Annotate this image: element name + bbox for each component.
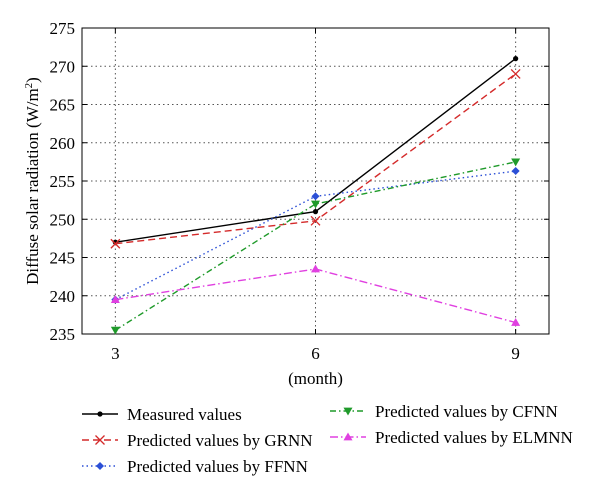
legend-marker — [95, 435, 105, 445]
y-tick-label: 260 — [50, 134, 76, 153]
series-layer — [110, 56, 521, 335]
series-3 — [110, 158, 521, 335]
series-point — [511, 158, 521, 167]
series-point — [110, 295, 120, 303]
y-axis-label: Diffuse solar radiation (W/m2) — [23, 77, 42, 285]
legend: Measured values Predicted values by GRNN P… — [82, 402, 573, 476]
legend-item: Predicted values by FFNN — [82, 457, 308, 476]
y-tick-label: 255 — [50, 172, 76, 191]
legend-marker — [343, 407, 353, 416]
legend-label: Measured values — [127, 405, 242, 424]
series-point — [311, 200, 320, 209]
legend-marker — [97, 411, 103, 417]
series-point — [511, 318, 521, 326]
axis-ticks: 235 240 245 250 255 260 265 270 275 3 6 9 — [50, 19, 549, 363]
y-tick-label: 235 — [50, 325, 76, 344]
legend-marker — [96, 462, 104, 470]
y-tick-label: 265 — [50, 96, 76, 115]
y-tick-label: 270 — [50, 57, 76, 76]
legend-item: Predicted values by ELMNN — [330, 428, 573, 447]
y-axis-label-superscript: 2 — [23, 83, 35, 89]
series-point — [513, 56, 519, 62]
x-tick-label: 6 — [311, 344, 320, 363]
grid-lines — [82, 28, 549, 334]
series-point — [510, 68, 521, 79]
legend-marker — [343, 432, 353, 441]
legend-label: Predicted values by ELMNN — [375, 428, 573, 447]
y-tick-label: 250 — [50, 210, 76, 229]
legend-label: Predicted values by FFNN — [127, 457, 308, 476]
legend-label: Predicted values by CFNN — [375, 402, 558, 421]
x-tick-label: 3 — [111, 344, 120, 363]
y-tick-label: 245 — [50, 249, 76, 268]
series-point — [312, 209, 319, 215]
series-4 — [110, 264, 521, 326]
series-point — [110, 326, 120, 335]
y-tick-label: 275 — [50, 19, 76, 38]
y-axis-label-main: Diffuse solar radiation (W/m — [23, 88, 42, 285]
series-point — [511, 167, 520, 176]
series-point — [310, 215, 321, 226]
series-point — [311, 192, 320, 201]
legend-item: Predicted values by CFNN — [330, 402, 558, 421]
legend-item: Predicted values by GRNN — [82, 431, 313, 450]
y-tick-label: 240 — [50, 287, 76, 306]
series-point — [110, 238, 121, 249]
series-line — [115, 161, 516, 331]
legend-item: Measured values — [82, 405, 242, 424]
series-point — [311, 264, 320, 273]
x-axis-label: (month) — [288, 369, 343, 388]
x-tick-label: 9 — [511, 344, 520, 363]
y-axis-label-tail: ) — [23, 77, 42, 83]
series-1 — [110, 68, 521, 249]
legend-label: Predicted values by GRNN — [127, 431, 313, 450]
